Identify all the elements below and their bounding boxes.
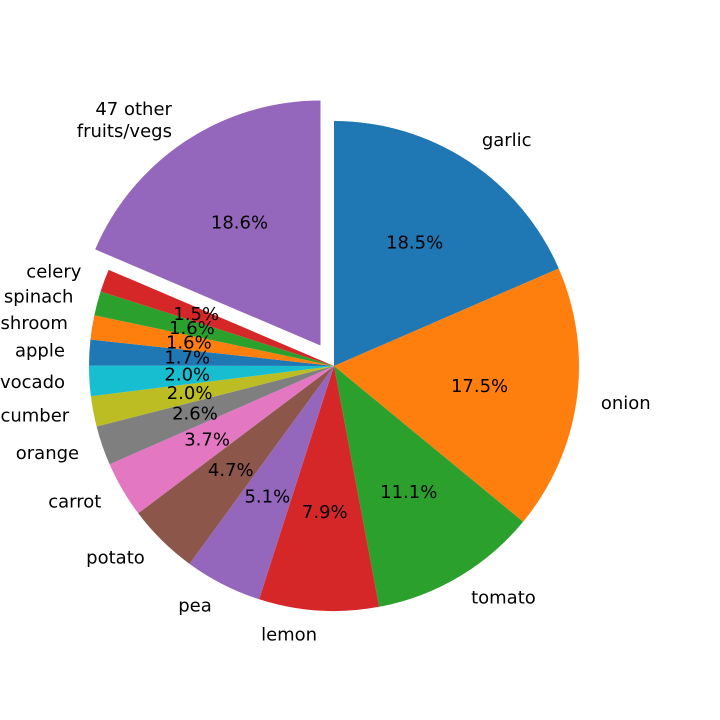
pie-labels: 18.5% garlic 17.5% onion 11.1% tomato 7.9% lemo…: [0, 99, 651, 645]
slice-category-label: celery: [26, 262, 81, 283]
slice-percent-label: 1.6%: [166, 332, 212, 353]
slice-percent-label: 18.5%: [386, 233, 443, 254]
slice-category-label: onion: [601, 393, 651, 414]
slice-percent-label: 3.7%: [184, 430, 230, 451]
slice-percent-label: 2.6%: [172, 403, 218, 424]
slice-category-label: pea: [178, 596, 212, 617]
slice-percent-label: 18.6%: [211, 212, 268, 233]
pie-slice-cucumber: [90, 366, 334, 427]
pie-slice-onion: [334, 268, 579, 522]
slice-category-label: garlic: [482, 130, 532, 151]
pie-slice-47-other-fruits-vegs: [95, 100, 321, 346]
pie-slice-orange: [96, 366, 334, 465]
slice-percent-label: 2.0%: [167, 383, 213, 404]
slice-percent-label: 2.0%: [164, 364, 210, 385]
pie-slices: [89, 100, 579, 611]
slice-percent-label: 7.9%: [302, 502, 348, 523]
pie-slice-mushroom: [90, 315, 334, 366]
slice-category-label: cucumber: [0, 406, 70, 427]
pie-slice-apple: [89, 339, 334, 366]
pie-slice-tomato: [334, 366, 524, 607]
slice-category-label: orange: [16, 443, 79, 464]
pie-slice-lemon: [259, 366, 380, 611]
slice-percent-label: 5.1%: [244, 487, 290, 508]
slice-category-label: tomato: [471, 588, 536, 609]
pie-slice-spinach: [94, 291, 335, 366]
slice-percent-label: 1.7%: [164, 347, 210, 368]
slice-percent-label: 11.1%: [380, 482, 437, 503]
pie-slice-avocado: [89, 365, 335, 397]
slice-category-label: avocado: [0, 372, 65, 393]
slice-percent-label: 17.5%: [451, 376, 508, 397]
pie-slice-pea: [189, 366, 334, 600]
slice-category-label: spinach: [4, 286, 74, 307]
pie-slice-celery: [100, 269, 334, 366]
pie-slice-carrot: [109, 366, 334, 514]
pie-slice-potato: [138, 366, 334, 564]
slice-percent-label: 1.6%: [169, 318, 215, 339]
pie-slice-garlic: [334, 121, 559, 366]
slice-category-label: lemon: [261, 624, 317, 645]
slice-category-label: potato: [86, 547, 145, 568]
slice-category-label: mushroom: [0, 313, 68, 334]
slice-category-label: apple: [15, 341, 65, 362]
slice-percent-label: 1.5%: [173, 304, 219, 325]
slice-category-label: 47 other fruits/vegs: [71, 99, 172, 142]
slice-percent-label: 4.7%: [208, 460, 254, 481]
slice-category-label: carrot: [48, 491, 101, 512]
